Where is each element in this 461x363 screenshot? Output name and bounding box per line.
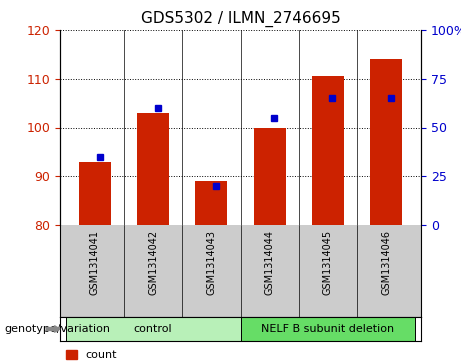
- Text: control: control: [134, 324, 172, 334]
- Text: GSM1314046: GSM1314046: [381, 230, 391, 295]
- Text: GSM1314043: GSM1314043: [207, 230, 216, 295]
- Bar: [195, 181, 227, 225]
- Bar: [254, 127, 286, 225]
- Text: NELF B subunit deletion: NELF B subunit deletion: [261, 324, 395, 334]
- Text: GSM1314042: GSM1314042: [148, 230, 158, 295]
- Text: genotype/variation: genotype/variation: [5, 324, 111, 334]
- Bar: [79, 162, 111, 225]
- Legend: count, percentile rank within the sample: count, percentile rank within the sample: [65, 350, 273, 363]
- Text: GSM1314044: GSM1314044: [265, 230, 275, 295]
- Text: GSM1314041: GSM1314041: [90, 230, 100, 295]
- Bar: [370, 59, 402, 225]
- Text: GSM1314045: GSM1314045: [323, 230, 333, 295]
- Bar: [241, 317, 415, 341]
- Bar: [312, 76, 344, 225]
- Title: GDS5302 / ILMN_2746695: GDS5302 / ILMN_2746695: [141, 11, 340, 27]
- Bar: [137, 113, 169, 225]
- Bar: [66, 317, 241, 341]
